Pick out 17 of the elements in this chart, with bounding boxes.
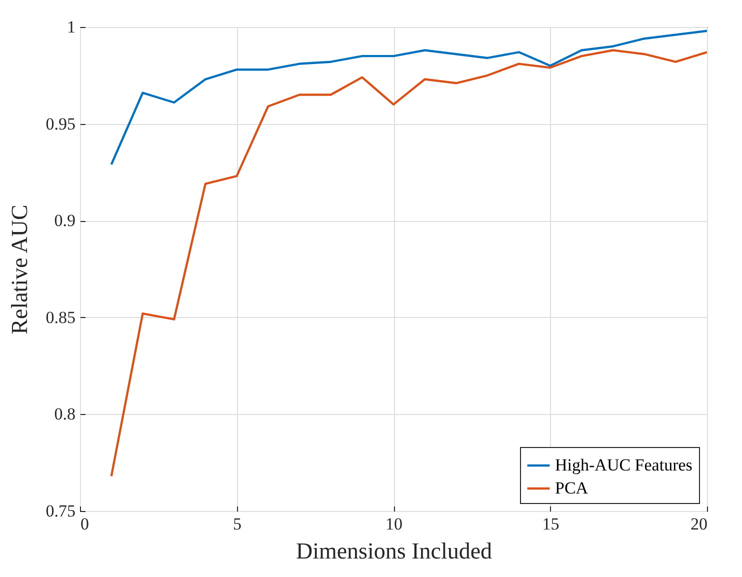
line-series xyxy=(110,30,707,166)
legend-label: PCA xyxy=(555,478,589,498)
y-tick-label: 0.9 xyxy=(54,211,76,230)
x-tick-label: 20 xyxy=(690,514,708,534)
x-tick-label: 5 xyxy=(233,514,242,534)
y-tick-label: 0.95 xyxy=(46,114,76,134)
x-tick-label: 10 xyxy=(386,514,402,534)
line-series xyxy=(110,49,707,478)
legend-label: High-AUC Features xyxy=(555,456,692,474)
y-tick-label: 0.85 xyxy=(46,308,76,327)
x-tick-label: 15 xyxy=(542,514,560,534)
y-tick-label: 1 xyxy=(67,18,76,36)
y-axis-title: Relative AUC xyxy=(6,204,32,334)
x-axis-title: Dimensions Included xyxy=(296,538,493,564)
y-tick-label: 0.8 xyxy=(54,404,76,424)
y-tick-label: 0.75 xyxy=(46,502,76,520)
x-tick-label: 0 xyxy=(80,514,89,534)
